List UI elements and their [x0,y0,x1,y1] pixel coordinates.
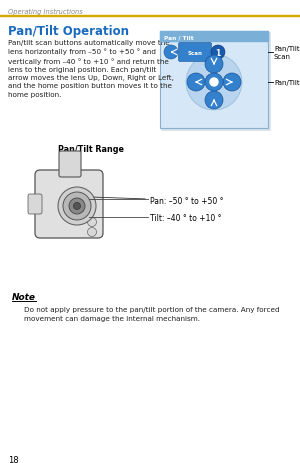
Text: Tilt: –40 ° to +10 °: Tilt: –40 ° to +10 ° [150,214,221,223]
FancyBboxPatch shape [178,44,212,63]
Circle shape [58,188,96,225]
Circle shape [223,74,241,92]
Circle shape [205,74,223,92]
Bar [160,32,268,42]
Circle shape [211,46,225,60]
Text: Scan: Scan [188,51,202,56]
Text: 1: 1 [215,49,220,57]
FancyBboxPatch shape [28,194,42,214]
Circle shape [164,46,178,60]
Text: Pan/Tilt: Pan/Tilt [274,80,300,86]
FancyBboxPatch shape [161,33,271,131]
Text: Pan/Tilt Range: Pan/Tilt Range [58,144,124,154]
Text: Pan/Tilt
Scan: Pan/Tilt Scan [274,46,300,60]
Text: Pan: –50 ° to +50 °: Pan: –50 ° to +50 ° [150,196,224,205]
Circle shape [88,218,97,227]
Circle shape [205,56,223,74]
Circle shape [186,55,242,111]
Circle shape [210,79,218,87]
Text: Do not apply pressure to the pan/tilt portion of the camera. Any forced
movement: Do not apply pressure to the pan/tilt po… [24,307,280,321]
Text: 18: 18 [8,455,19,463]
Text: Pan/tilt scan buttons automatically move the
lens horizontally from –50 ° to +50: Pan/tilt scan buttons automatically move… [8,40,174,97]
Text: Pan/Tilt Operation: Pan/Tilt Operation [8,25,129,38]
FancyBboxPatch shape [35,171,103,238]
Text: Pan / Tilt: Pan / Tilt [164,35,194,40]
Circle shape [187,74,205,92]
Circle shape [88,228,97,237]
Text: Operating Instructions: Operating Instructions [8,9,83,15]
FancyBboxPatch shape [59,152,81,178]
Circle shape [69,199,85,214]
Text: Note: Note [12,292,36,301]
Circle shape [74,203,80,210]
Bar [0,15,300,17]
Circle shape [63,193,91,220]
Circle shape [205,92,223,110]
FancyBboxPatch shape [160,32,268,129]
